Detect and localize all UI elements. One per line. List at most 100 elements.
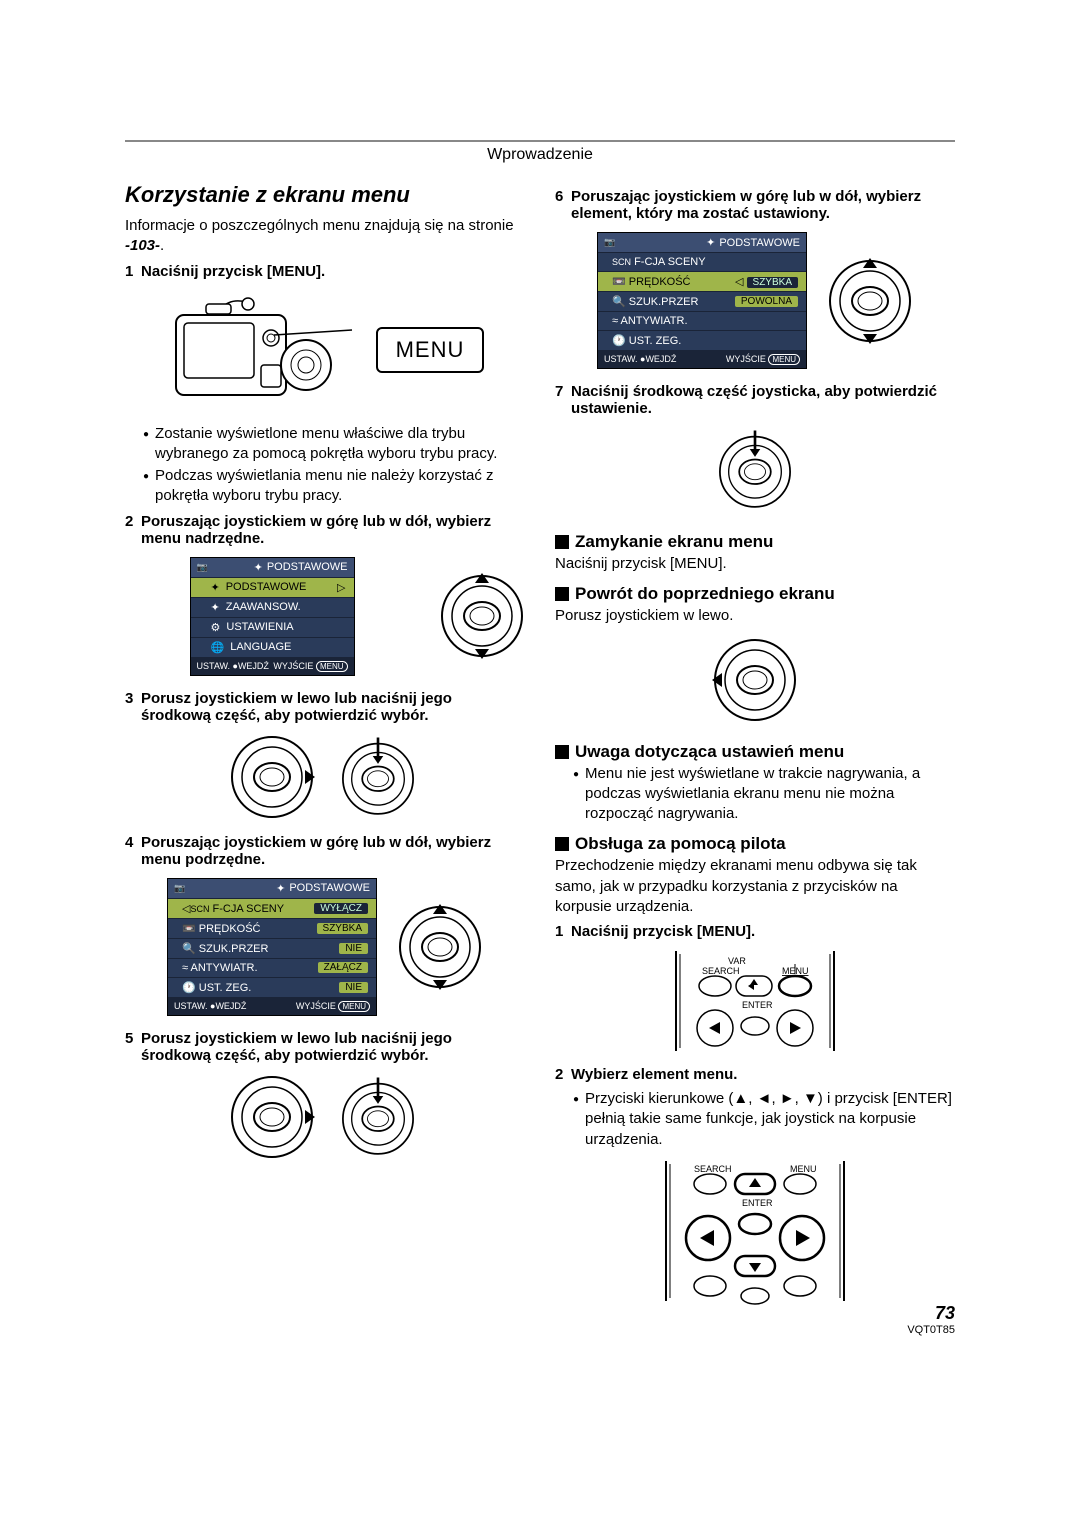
search-label: SEARCH [702,966,740,976]
menu-screen-a: 📷✦ PODSTAWOWE ✦PODSTAWOWE▷ ✦ZAAWANSOW. ⚙… [190,557,355,676]
menu-row: 🔍 SZUK.PRZERNIE [168,939,376,959]
figure-joystick-7 [555,427,955,518]
left-column: Korzystanie z ekranu menu Informacje o p… [125,182,525,1316]
subhead-close: Zamykanie ekranu menu [555,532,955,552]
figure-joystick-left [555,637,955,728]
step-6: 6 Poruszając joystickiem w górę lub w dó… [555,188,955,222]
menu-row: SCN F-CJA SCENY [598,253,806,272]
step-number: 5 [125,1030,141,1064]
menu-row: ≈ ANTYWIATR.ZAŁĄCZ [168,959,376,978]
two-column-layout: Korzystanie z ekranu menu Informacje o p… [125,182,955,1316]
step-text: Naciśnij przycisk [MENU]. [571,923,955,940]
step-number: 1 [555,923,571,940]
menu-footer: USTAW. ●WEJDŹ WYJŚCIE MENU [191,658,354,675]
note-bullet: Menu nie jest wyświetlane w trakcie nagr… [573,764,955,825]
subhead-back: Powrót do poprzedniego ekranu [555,584,955,604]
step-number: 1 [125,263,141,280]
joystick-press-icon [335,1074,421,1160]
menu-row: 🌐LANGUAGE [191,638,354,658]
joystick-right-icon [229,734,315,820]
menu-row: 📼 PRĘDKOŚĆ◁ SZYBKA [598,272,806,292]
menu-screen-c: 📷✦ PODSTAWOWE SCN F-CJA SCENY 📼 PRĘDKOŚĆ… [597,232,807,369]
remote-bullet: Przyciski kierunkowe (▲, ◄, ►, ▼) i przy… [573,1089,955,1150]
figure-menu-a: 📷✦ PODSTAWOWE ✦PODSTAWOWE▷ ✦ZAAWANSOW. ⚙… [125,557,525,676]
step-text: Wybierz element menu. [571,1066,955,1083]
menu-button-label: MENU [376,327,485,373]
figure-joysticks-5 [125,1074,525,1160]
menu-header: 📷✦ PODSTAWOWE [191,558,354,578]
joystick-press-icon [712,427,798,513]
remote-step-2: 2 Wybierz element menu. [555,1066,955,1083]
menu-row: 🕐 UST. ZEG. [598,331,806,351]
menu-label: MENU [790,1164,817,1174]
joystick-right-icon [229,1074,315,1160]
var-label: VAR [728,956,746,966]
remote-intro: Przechodzenie między ekranami menu odbyw… [555,856,955,917]
close-text: Naciśnij przycisk [MENU]. [555,554,955,574]
bullet-1a: Zostanie wyświetlone menu właściwe dla t… [143,424,525,465]
enter-label: ENTER [742,1000,773,1010]
joystick-press-icon [335,734,421,820]
intro-end: . [160,237,164,254]
joystick-up-down-icon [397,904,483,990]
header-divider [125,140,955,142]
menu-screen-b: 📷✦ PODSTAWOWE ◁SCN F-CJA SCENYWYŁĄCZ 📼 P… [167,878,377,1016]
step-text: Naciśnij środkową część joysticka, aby p… [571,383,955,417]
joystick-up-down-icon [827,258,913,344]
intro-text: Informacje o poszczególnych menu znajduj… [125,217,514,234]
step-text: Poruszając joystickiem w górę lub w dół,… [141,834,525,868]
step-text: Poruszając joystickiem w górę lub w dół,… [141,513,525,547]
step-number: 2 [555,1066,571,1083]
figure-menu-b: 📷✦ PODSTAWOWE ◁SCN F-CJA SCENYWYŁĄCZ 📼 P… [125,878,525,1016]
page-container: Wprowadzenie Korzystanie z ekranu menu I… [0,0,1080,1376]
back-text: Porusz joystickiem w lewo. [555,606,955,626]
remote-step-1: 1 Naciśnij przycisk [MENU]. [555,923,955,940]
step-text: Porusz joystickiem w lewo lub naciśnij j… [141,1030,525,1064]
camera-illustration [166,290,356,410]
menu-row: ✦PODSTAWOWE▷ [191,578,354,598]
page-number: 73 [907,1303,955,1324]
joystick-up-down-icon [439,573,525,659]
remote-illustration-2: SEARCH MENU ENTER [660,1156,850,1306]
section-title: Korzystanie z ekranu menu [125,182,525,208]
step-4: 4 Poruszając joystickiem w górę lub w dó… [125,834,525,868]
step-number: 4 [125,834,141,868]
step-2: 2 Poruszając joystickiem w górę lub w dó… [125,513,525,547]
enter-label: ENTER [742,1198,773,1208]
step-text: Poruszając joystickiem w górę lub w dół,… [571,188,955,222]
menu-row: 🕐 UST. ZEG.NIE [168,978,376,998]
step-3: 3 Porusz joystickiem w lewo lub naciśnij… [125,690,525,724]
menu-row: ◁SCN F-CJA SCENYWYŁĄCZ [168,899,376,919]
subhead-note: Uwaga dotycząca ustawień menu [555,742,955,762]
remote-illustration-1: VAR SEARCH MENU ENTER [670,946,840,1056]
menu-header: 📷✦ PODSTAWOWE [598,233,806,253]
page-footer: 73 VQT0T85 [907,1303,955,1336]
step-text: Porusz joystickiem w lewo lub naciśnij j… [141,690,525,724]
step-number: 2 [125,513,141,547]
menu-row: ⚙USTAWIENIA [191,618,354,638]
menu-header: 📷✦ PODSTAWOWE [168,879,376,899]
header-section: Wprowadzenie [125,146,955,164]
step-7: 7 Naciśnij środkową część joysticka, aby… [555,383,955,417]
bullet-1b: Podczas wyświetlania menu nie należy kor… [143,466,525,507]
step-number: 7 [555,383,571,417]
figure-camera-menu: MENU [125,290,525,410]
subhead-remote: Obsługa za pomocą pilota [555,834,955,854]
step-1: 1 Naciśnij przycisk [MENU]. [125,263,525,280]
menu-row: 📼 PRĘDKOŚĆSZYBKA [168,919,376,939]
search-label: SEARCH [694,1164,732,1174]
intro-paragraph: Informacje o poszczególnych menu znajduj… [125,216,525,257]
right-column: 6 Poruszając joystickiem w górę lub w dó… [555,182,955,1316]
step-5: 5 Porusz joystickiem w lewo lub naciśnij… [125,1030,525,1064]
figure-joysticks-3 [125,734,525,820]
figure-menu-c: 📷✦ PODSTAWOWE SCN F-CJA SCENY 📼 PRĘDKOŚĆ… [555,232,955,369]
menu-row: ≈ ANTYWIATR. [598,312,806,331]
step-number: 3 [125,690,141,724]
menu-footer: USTAW. ●WEJDŹ WYJŚCIE MENU [168,998,376,1015]
document-id: VQT0T85 [907,1324,955,1336]
step-number: 6 [555,188,571,222]
menu-footer: USTAW. ●WEJDŹ WYJŚCIE MENU [598,351,806,368]
menu-row: ✦ZAAWANSOW. [191,598,354,618]
menu-row: 🔍 SZUK.PRZERPOWOLNA [598,292,806,312]
page-reference: -103- [125,237,160,254]
